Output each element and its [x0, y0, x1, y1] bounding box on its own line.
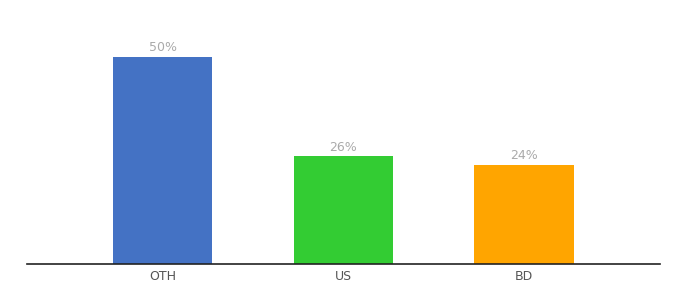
- Bar: [113, 57, 212, 264]
- Bar: [294, 156, 393, 264]
- Bar: [475, 165, 574, 264]
- Text: 26%: 26%: [330, 140, 357, 154]
- Text: 24%: 24%: [510, 149, 538, 162]
- Text: 50%: 50%: [149, 41, 177, 54]
